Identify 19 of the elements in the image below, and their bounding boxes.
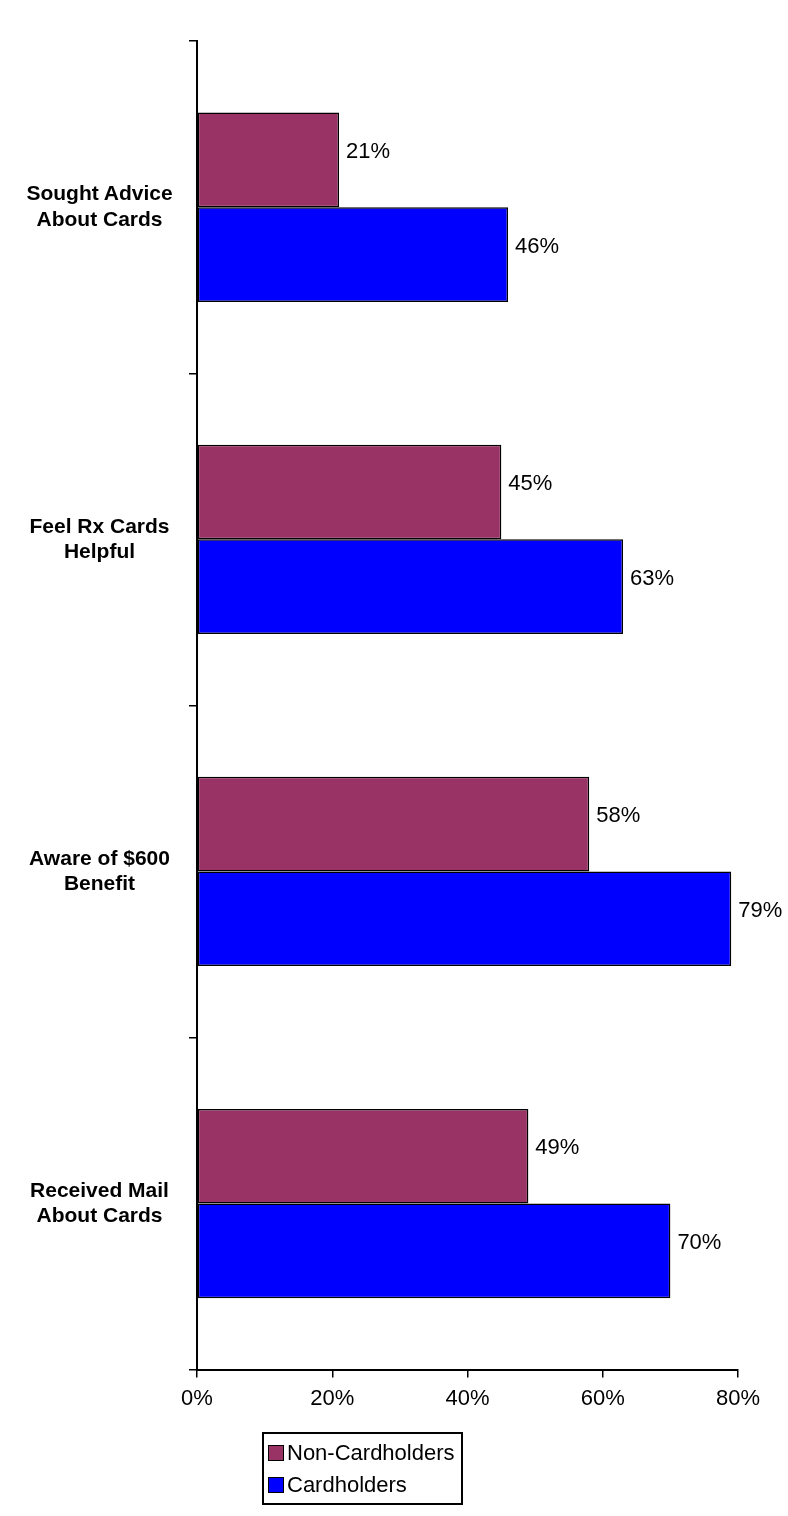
data-label: 49% xyxy=(535,1134,580,1160)
data-label: 63% xyxy=(630,564,675,590)
data-label: 46% xyxy=(515,232,560,258)
y-tick-label: Received Mail About Cards xyxy=(30,1177,169,1226)
data-label: 70% xyxy=(677,1228,722,1254)
x-tick-label: 20% xyxy=(310,1384,355,1410)
data-label: 45% xyxy=(508,470,553,496)
data-label: 58% xyxy=(596,802,641,828)
legend-label: Non-Cardholders xyxy=(287,1440,455,1466)
x-tick-label: 0% xyxy=(181,1384,213,1410)
legend-label: Cardholders xyxy=(287,1472,407,1498)
y-tick-label: Aware of $600 Benefit xyxy=(29,845,170,894)
x-tick-label: 60% xyxy=(580,1384,625,1410)
x-tick-label: 80% xyxy=(715,1384,761,1410)
data-label: 79% xyxy=(738,896,783,922)
data-label: 21% xyxy=(346,137,391,163)
y-tick-label: Feel Rx Cards Helpful xyxy=(29,513,170,562)
x-tick-label: 40% xyxy=(445,1384,490,1410)
y-tick-label: Sought Advice About Cards xyxy=(26,181,173,230)
